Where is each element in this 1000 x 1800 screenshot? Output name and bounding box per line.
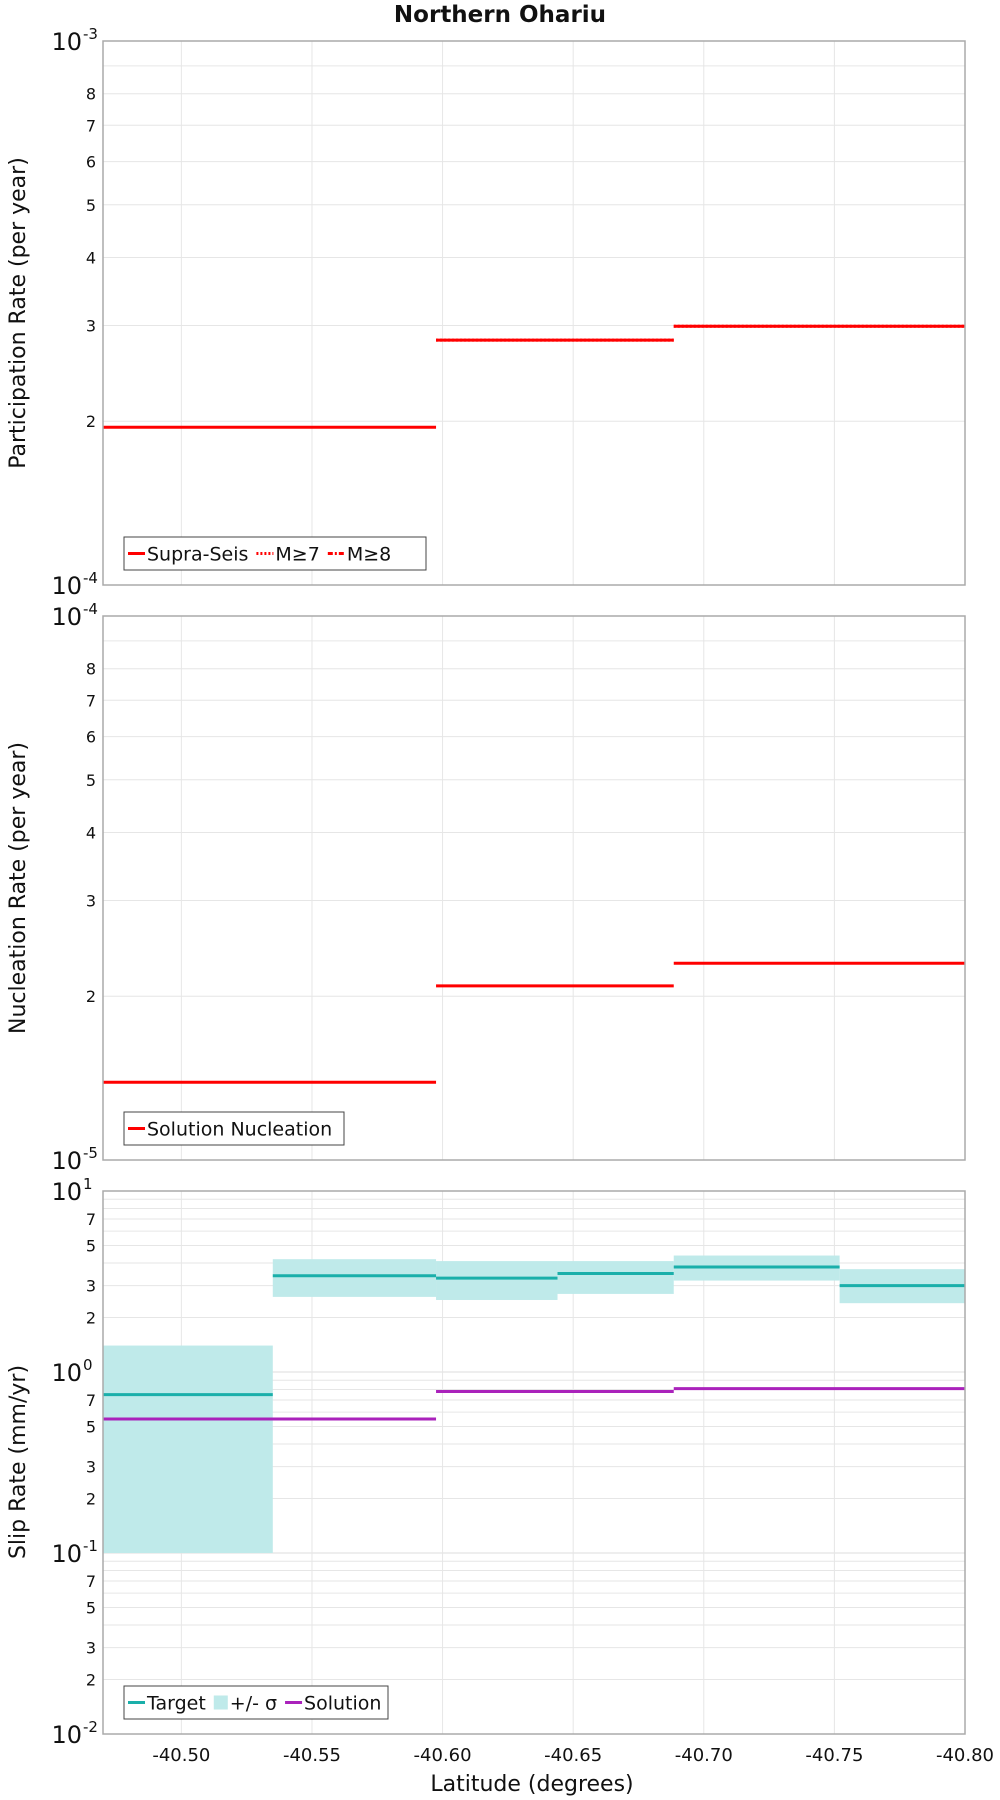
y-tick-exponent: -4 [83,600,98,618]
x-tick-label: -40.65 [544,1745,602,1766]
sigma-band [103,1345,273,1553]
y-tick-base: 10 [51,1540,82,1568]
plot-area [103,616,965,1160]
y-tick-exponent: -5 [83,1144,98,1162]
legend-box [123,1685,389,1720]
legend-label: Solution Nucleation [147,1119,332,1141]
x-axis-label: Latitude (degrees) [430,1772,633,1797]
legend-label: Supra-Seis [147,544,248,566]
y-tick-base: 10 [51,603,82,631]
x-tick-label: -40.75 [805,1745,863,1766]
y-tick-base: 10 [51,572,82,600]
y-tick-exponent: 1 [83,1175,93,1193]
y-tick-label: 2 [86,1309,96,1328]
y-tick-label: 7 [86,116,96,135]
legend-label: +/- σ [230,1693,277,1715]
y-tick-label: 3 [86,1458,96,1477]
legend-label: M≥7 [275,544,319,566]
y-tick-label: 3 [86,316,96,335]
y-tick-label: 6 [86,728,96,747]
y-tick-label: 10 [51,1359,82,1387]
y-tick-exponent: -2 [83,1718,98,1736]
y-tick-base: 10 [51,1178,82,1206]
y-tick-label: 8 [86,85,96,104]
plot-frame [102,615,966,1161]
sigma-band [272,1259,437,1297]
y-axis-label: Participation Rate (per year) [6,157,31,469]
legend: Solution Nucleation [123,1111,345,1146]
y-tick-exponent: -4 [83,569,98,587]
chart-title: Northern Ohariu [394,2,606,28]
y-tick-label: 10 [51,603,82,631]
y-tick-label: 6 [86,153,96,172]
x-tick-label: -40.80 [936,1745,994,1766]
y-tick-base: 10 [51,1721,82,1749]
legend-box [123,536,427,571]
x-tick-label: -40.70 [675,1745,733,1766]
legend: Target +/- σ Solution [123,1685,389,1720]
y-tick-base: 10 [51,28,82,56]
y-tick-label: 7 [86,1391,96,1410]
legend-box [123,1111,345,1146]
y-tick-label: 2 [86,412,96,431]
y-tick-label: 7 [86,1572,96,1591]
y-tick-label: 2 [86,987,96,1006]
y-tick-label: 7 [86,691,96,710]
plot-frame [102,40,966,586]
y-tick-label: 5 [86,1598,96,1617]
sigma-band [436,1261,558,1300]
y-tick-label: 10 [51,28,82,56]
x-tick-label: -40.55 [283,1745,341,1766]
y-tick-label: 10 [51,1147,82,1175]
legend-label: Target [146,1693,206,1715]
series- [103,1255,965,1553]
y-tick-label: 5 [86,771,96,790]
y-tick-exponent: -3 [83,25,98,43]
y-axis-label: Nucleation Rate (per year) [6,742,31,1034]
y-tick-base: 10 [51,1359,82,1387]
x-tick-label: -40.60 [414,1745,472,1766]
y-tick-label: 10 [51,572,82,600]
sigma-band [557,1261,674,1294]
plot-frame [102,1190,966,1735]
y-tick-label: 8 [86,660,96,679]
y-tick-label: 2 [86,1490,96,1509]
y-tick-label: 7 [86,1210,96,1229]
y-tick-label: 4 [86,248,96,267]
y-tick-label: 3 [86,1277,96,1296]
y-tick-label: 2 [86,1671,96,1690]
y-tick-label: 5 [86,196,96,215]
y-axis-label: Slip Rate (mm/yr) [6,1365,31,1559]
legend-label: Solution [304,1693,381,1715]
legend-label: M≥8 [347,544,391,566]
plot-area [103,41,965,585]
y-tick-label: 3 [86,891,96,910]
y-tick-label: 10 [51,1178,82,1206]
y-tick-label: 5 [86,1236,96,1255]
legend: Supra-Seis M≥7 M≥8 [123,536,427,571]
y-tick-label: 5 [86,1417,96,1436]
y-tick-base: 10 [51,1147,82,1175]
y-tick-label: 10 [51,1721,82,1749]
y-tick-exponent: 0 [83,1356,93,1374]
y-tick-label: 4 [86,823,96,842]
y-tick-label: 3 [86,1639,96,1658]
x-tick-label: -40.50 [152,1745,210,1766]
legend-swatch-band [213,1695,228,1710]
y-tick-exponent: -1 [83,1537,98,1555]
y-tick-label: 10 [51,1540,82,1568]
